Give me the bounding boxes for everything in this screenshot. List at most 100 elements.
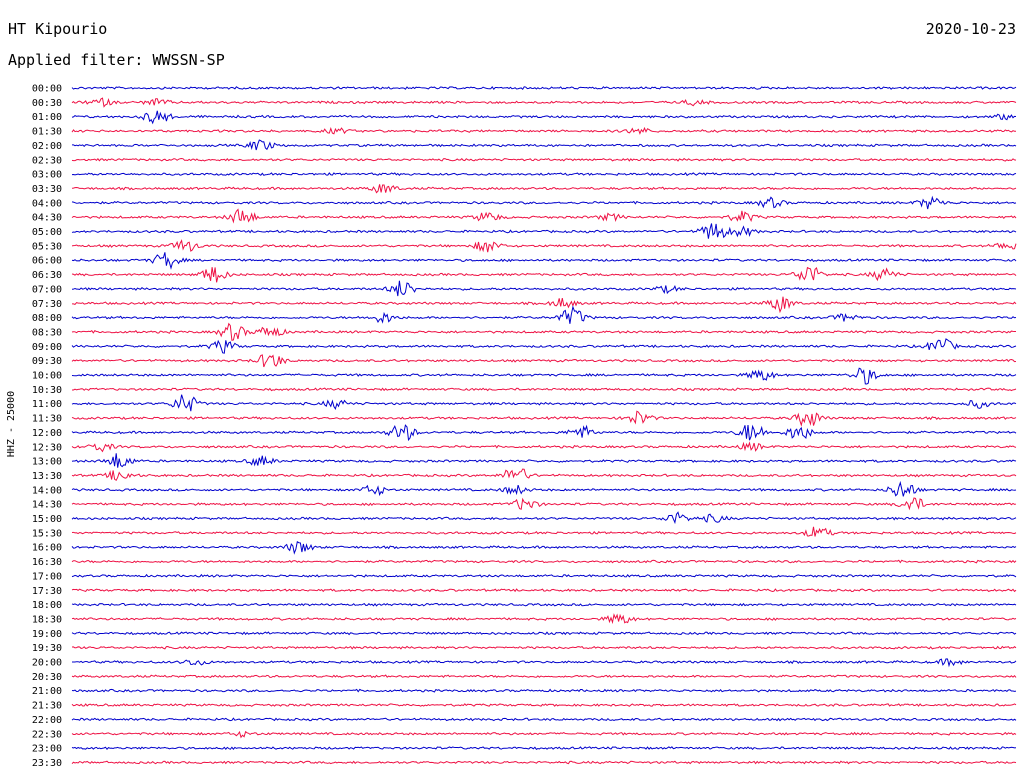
time-label: 23:30 <box>32 758 62 769</box>
trace-line <box>71 468 1017 482</box>
trace-line <box>71 441 1017 453</box>
time-label: 21:30 <box>32 701 62 712</box>
time-label: 16:30 <box>32 557 62 568</box>
time-label: 03:00 <box>32 170 62 181</box>
trace-line <box>71 717 1017 722</box>
trace-line <box>71 559 1017 564</box>
time-label: 20:30 <box>32 672 62 683</box>
trace-line <box>71 322 1017 341</box>
time-label: 05:00 <box>32 227 62 238</box>
time-label-group: 00:00 00:30 01:00 01:30 02:00 02:30 03:00 03:30… <box>32 84 62 769</box>
trace-line <box>71 354 1017 368</box>
trace-line <box>71 184 1017 194</box>
trace-line <box>71 497 1017 511</box>
trace-line <box>71 280 1017 297</box>
trace-line <box>71 296 1017 314</box>
trace-line <box>71 86 1017 91</box>
time-label: 12:30 <box>32 442 62 453</box>
time-label: 23:00 <box>32 744 62 755</box>
time-label: 03:30 <box>32 184 62 195</box>
trace-line <box>71 658 1017 668</box>
filter-label: Applied filter: WWSSN-SP <box>8 51 225 69</box>
trace-line <box>71 208 1017 224</box>
trace-line <box>71 110 1017 125</box>
trace-line <box>71 480 1017 497</box>
time-label: 00:30 <box>32 98 62 109</box>
trace-line <box>71 573 1017 578</box>
time-label: 22:00 <box>32 715 62 726</box>
time-label: 12:00 <box>32 428 62 439</box>
trace-line <box>71 453 1017 468</box>
trace-line <box>71 394 1017 412</box>
trace-line <box>71 760 1017 765</box>
time-label: 18:00 <box>32 600 62 611</box>
time-label: 11:30 <box>32 414 62 425</box>
trace-line <box>71 613 1017 625</box>
time-label: 05:30 <box>32 241 62 252</box>
time-label: 01:00 <box>32 112 62 123</box>
trace-line <box>71 631 1017 636</box>
trace-line <box>71 126 1017 135</box>
time-label: 10:30 <box>32 385 62 396</box>
time-label: 18:30 <box>32 614 62 625</box>
trace-line <box>71 588 1017 593</box>
time-label: 15:30 <box>32 528 62 539</box>
trace-line <box>71 157 1017 162</box>
time-label: 06:00 <box>32 256 62 267</box>
time-label: 02:00 <box>32 141 62 152</box>
time-label: 20:00 <box>32 658 62 669</box>
trace-line <box>71 703 1017 707</box>
trace-line <box>71 139 1017 151</box>
trace-line <box>71 526 1017 537</box>
time-label: 08:30 <box>32 327 62 338</box>
trace-line <box>71 645 1017 650</box>
time-label: 02:30 <box>32 155 62 166</box>
trace-group <box>71 86 1017 765</box>
trace-line <box>71 239 1017 253</box>
trace-line <box>71 305 1017 324</box>
time-label: 13:30 <box>32 471 62 482</box>
time-label: 22:30 <box>32 729 62 740</box>
time-label: 17:00 <box>32 571 62 582</box>
time-label: 21:00 <box>32 686 62 697</box>
trace-line <box>71 746 1017 751</box>
time-label: 10:00 <box>32 371 62 382</box>
time-label: 13:00 <box>32 457 62 468</box>
trace-line <box>71 367 1017 385</box>
trace-line <box>71 266 1017 283</box>
time-label: 04:30 <box>32 213 62 224</box>
time-label: 19:30 <box>32 643 62 654</box>
date-label: 2020-10-23 <box>925 20 1016 38</box>
time-label: 07:30 <box>32 299 62 310</box>
time-label: 17:30 <box>32 586 62 597</box>
trace-line <box>71 674 1017 679</box>
time-label: 19:00 <box>32 629 62 640</box>
y-axis-label: HHZ - 25000 <box>6 391 17 457</box>
time-label: 14:30 <box>32 500 62 511</box>
station-title: HT Kipourio <box>8 20 108 38</box>
time-label: 01:30 <box>32 127 62 138</box>
time-label: 11:00 <box>32 399 62 410</box>
time-label: 07:00 <box>32 284 62 295</box>
time-label: 09:00 <box>32 342 62 353</box>
time-label: 16:00 <box>32 543 62 554</box>
time-label: 04:00 <box>32 198 62 209</box>
trace-line <box>71 338 1017 354</box>
trace-line <box>71 730 1017 739</box>
time-label: 06:30 <box>32 270 62 281</box>
trace-line <box>71 172 1017 177</box>
trace-line <box>71 410 1017 427</box>
trace-line <box>71 97 1017 108</box>
trace-line <box>71 511 1017 525</box>
trace-line <box>71 602 1017 607</box>
time-label: 14:00 <box>32 485 62 496</box>
trace-line <box>71 252 1017 270</box>
time-label: 09:30 <box>32 356 62 367</box>
time-label: 00:00 <box>32 84 62 95</box>
trace-line <box>71 195 1017 210</box>
time-label: 15:00 <box>32 514 62 525</box>
trace-line <box>71 688 1017 693</box>
time-label: 08:00 <box>32 313 62 324</box>
trace-line <box>72 387 1017 392</box>
